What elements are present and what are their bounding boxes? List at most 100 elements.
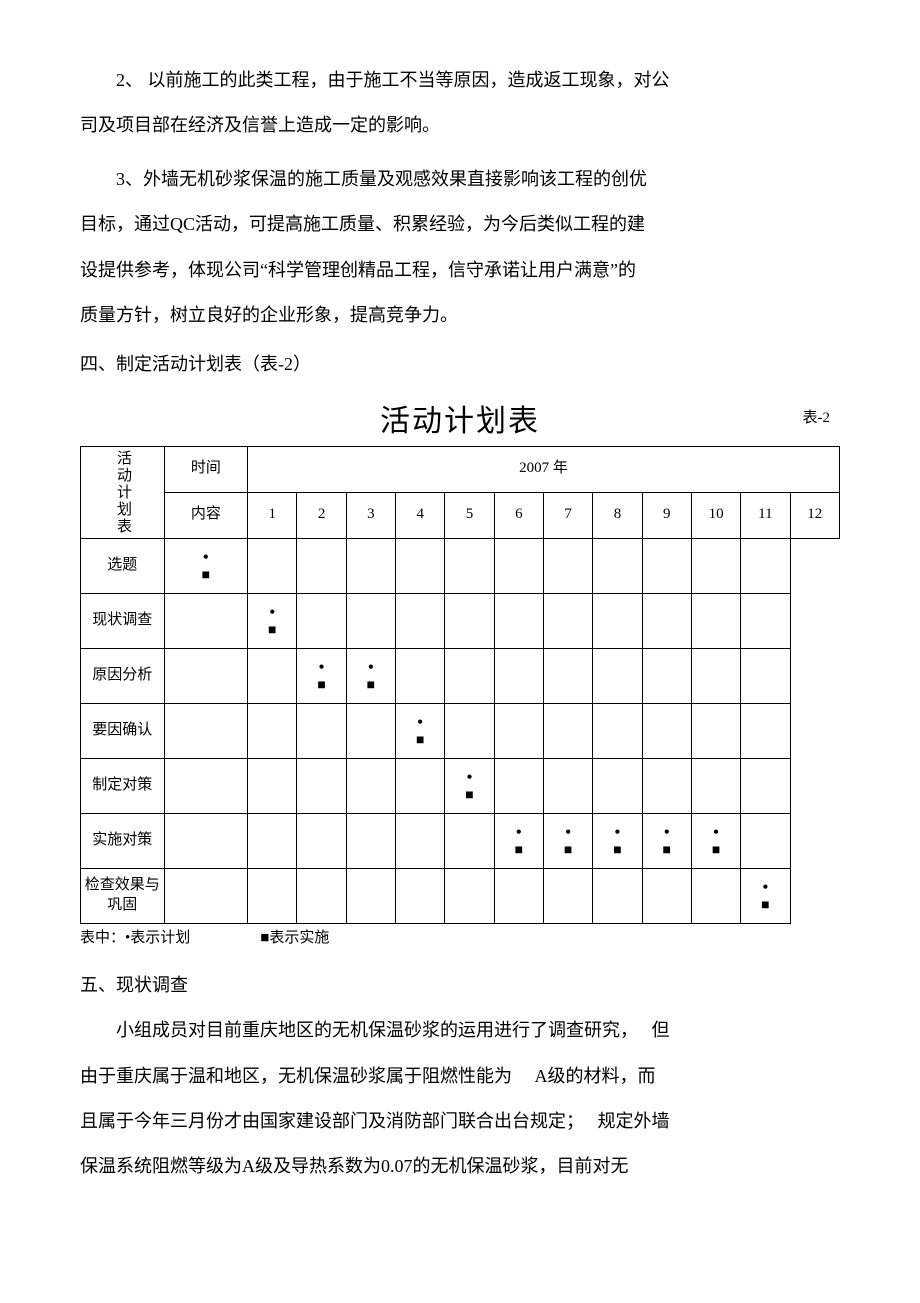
plan-mark-icon: •	[398, 713, 442, 733]
plan-cell	[445, 593, 494, 648]
plan-cell	[396, 538, 445, 593]
paragraph-3-line4: 质量方针，树立良好的企业形象，提高竞争力。	[80, 295, 840, 336]
plan-cell	[691, 703, 740, 758]
plan-cell	[445, 868, 494, 923]
impl-mark-icon: ■	[645, 843, 689, 858]
month-4: 4	[396, 492, 445, 538]
plan-cell: •■	[593, 813, 642, 868]
paragraph-5-line4: 保温系统阻燃等级为A级及导热系数为0.07的无机保温砂浆，目前对无	[80, 1146, 840, 1187]
plan-cell	[346, 703, 395, 758]
impl-mark-icon: ■	[167, 568, 246, 583]
plan-cell	[642, 703, 691, 758]
plan-cell	[396, 813, 445, 868]
plan-cell	[494, 758, 543, 813]
month-12: 12	[790, 492, 839, 538]
plan-cell	[593, 648, 642, 703]
plan-cell	[494, 648, 543, 703]
document-page: 2、 以前施工的此类工程，由于施工不当等原因，造成返工现象，对公 司及项目部在经…	[0, 0, 920, 1252]
plan-cell	[741, 648, 790, 703]
plan-cell	[593, 703, 642, 758]
plan-cell: •■	[297, 648, 346, 703]
plan-cell	[543, 868, 592, 923]
plan-cell	[543, 648, 592, 703]
impl-mark-icon: ■	[447, 788, 491, 803]
plan-cell: •■	[642, 813, 691, 868]
plan-mark-icon: •	[645, 823, 689, 843]
plan-cell	[642, 758, 691, 813]
plan-cell	[164, 758, 248, 813]
plan-cell	[297, 703, 346, 758]
plan-cell	[494, 868, 543, 923]
month-2: 2	[297, 492, 346, 538]
plan-mark-icon: •	[299, 658, 343, 678]
impl-mark-icon: ■	[546, 843, 590, 858]
table-header-row-2: 内容 1 2 3 4 5 6 7 8 9 10 11 12	[81, 492, 840, 538]
plan-cell	[494, 593, 543, 648]
plan-cell: •■	[396, 703, 445, 758]
plan-cell	[543, 538, 592, 593]
plan-cell: •■	[164, 538, 248, 593]
table-row: 要因确认•■	[81, 703, 840, 758]
plan-cell	[593, 538, 642, 593]
plan-cell: •■	[691, 813, 740, 868]
plan-mark-icon: •	[447, 768, 491, 788]
plan-cell: •■	[445, 758, 494, 813]
table-row: 选题•■	[81, 538, 840, 593]
paragraph-5-line2: 由于重庆属于温和地区，无机保温砂浆属于阻燃性能为 A级的材料，而	[80, 1056, 840, 1097]
plan-mark-icon: •	[497, 823, 541, 843]
month-3: 3	[346, 492, 395, 538]
plan-cell	[741, 758, 790, 813]
plan-cell	[543, 593, 592, 648]
legend-impl: ■表示实施	[260, 930, 329, 946]
plan-cell	[642, 538, 691, 593]
plan-cell	[445, 703, 494, 758]
plan-cell	[248, 538, 297, 593]
paragraph-2-line2: 司及项目部在经济及信誉上造成一定的影响。	[80, 105, 840, 146]
plan-mark-icon: •	[743, 878, 787, 898]
plan-cell	[248, 758, 297, 813]
impl-mark-icon: ■	[299, 678, 343, 693]
side-label-cell: 活动计划表	[81, 446, 165, 538]
plan-cell: •■	[494, 813, 543, 868]
plan-cell	[297, 593, 346, 648]
plan-cell	[164, 868, 248, 923]
month-5: 5	[445, 492, 494, 538]
plan-cell	[346, 813, 395, 868]
row-label: 现状调查	[81, 593, 165, 648]
impl-mark-icon: ■	[694, 843, 738, 858]
plan-mark-icon: •	[250, 603, 294, 623]
plan-cell	[164, 593, 248, 648]
plan-cell	[396, 648, 445, 703]
month-11: 11	[741, 492, 790, 538]
paragraph-5-line3: 且属于今年三月份才由国家建设部门及消防部门联合出台规定； 规定外墙	[80, 1101, 840, 1142]
row-label: 检查效果与巩固	[81, 868, 165, 923]
plan-cell	[396, 868, 445, 923]
activity-plan-table: 活动计划表 时间 2007 年 内容 1 2 3 4 5 6 7 8 9 10 …	[80, 446, 840, 924]
table-head: 活动计划表 时间 2007 年 内容 1 2 3 4 5 6 7 8 9 10 …	[81, 446, 840, 538]
header-time: 时间	[164, 446, 248, 492]
plan-cell	[297, 813, 346, 868]
month-1: 1	[248, 492, 297, 538]
plan-cell	[691, 758, 740, 813]
plan-cell: •■	[741, 868, 790, 923]
plan-cell	[445, 813, 494, 868]
plan-cell	[494, 703, 543, 758]
paragraph-3-line3: 设提供参考，体现公司“科学管理创精品工程，信守承诺让用户满意”的	[80, 250, 840, 291]
table-row: 现状调查•■	[81, 593, 840, 648]
plan-cell	[164, 813, 248, 868]
table-row: 制定对策 •■	[81, 758, 840, 813]
plan-mark-icon: •	[349, 658, 393, 678]
plan-cell	[297, 538, 346, 593]
plan-cell	[297, 868, 346, 923]
section-4-heading: 四、制定活动计划表（表-2）	[80, 344, 840, 385]
plan-cell	[346, 593, 395, 648]
plan-cell	[691, 868, 740, 923]
plan-cell	[494, 538, 543, 593]
plan-cell	[593, 758, 642, 813]
plan-cell	[593, 593, 642, 648]
plan-cell	[642, 648, 691, 703]
plan-mark-icon: •	[595, 823, 639, 843]
row-label: 制定对策	[81, 758, 165, 813]
impl-mark-icon: ■	[595, 843, 639, 858]
plan-cell: •■	[543, 813, 592, 868]
